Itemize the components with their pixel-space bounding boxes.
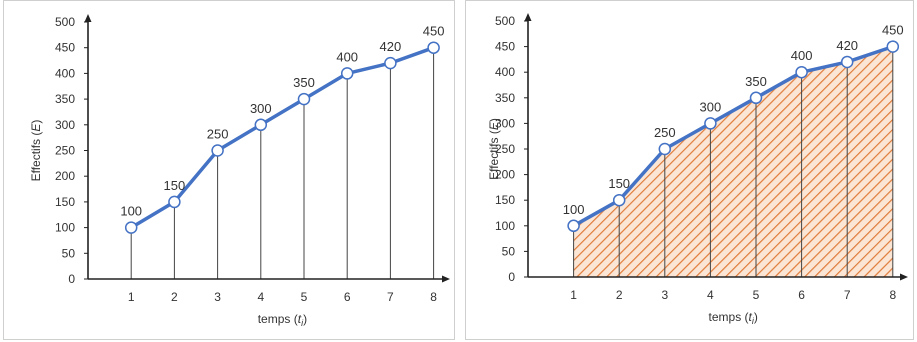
shaded-area	[573, 46, 893, 277]
line-chart: 0 50 100 150 200 250 300 350 400 450 500 1 2 3 4 5 6 7 8 10…	[29, 14, 450, 328]
y-tick-label: 50	[502, 244, 516, 258]
x-tick-label: 6	[344, 290, 351, 304]
y-tick-label: 300	[495, 116, 515, 130]
y-tick-label: 500	[495, 14, 515, 28]
x-axis-title: temps (ti)	[709, 310, 758, 326]
x-axis-title-close: )	[303, 312, 307, 326]
data-point	[427, 41, 440, 54]
data-point	[840, 55, 854, 69]
series-line	[130, 46, 435, 230]
data-label: 350	[293, 75, 315, 90]
data-label: 450	[882, 23, 904, 38]
y-axis-title-text: Effectifs (	[487, 130, 501, 180]
data-point	[886, 40, 900, 53]
x-axis-arrow	[900, 273, 908, 281]
y-axis-arrow	[84, 14, 92, 22]
x-tick-label: 7	[387, 290, 394, 304]
data-point	[254, 118, 268, 132]
data-label: 420	[836, 38, 858, 53]
y-tick-label: 500	[55, 15, 75, 29]
x-tick-label: 5	[753, 288, 760, 302]
data-label: 100	[563, 202, 585, 217]
x-tick-label: 3	[214, 290, 221, 304]
y-tick-label: 300	[55, 118, 75, 132]
data-point	[124, 221, 138, 234]
y-tick-label: 150	[55, 195, 75, 209]
x-axis-title-variable: t	[298, 312, 302, 326]
y-tick-label: 100	[495, 219, 515, 233]
x-axis-title-close: )	[754, 310, 758, 324]
data-label: 150	[608, 176, 630, 191]
x-tick-label: 8	[430, 290, 437, 304]
x-tick-label: 1	[570, 288, 577, 302]
y-axis-title: Effectifs (E)	[487, 118, 501, 180]
data-label: 150	[164, 178, 186, 193]
series-line	[572, 44, 894, 228]
y-axis-title-variable: E	[487, 121, 501, 130]
data-point	[704, 117, 717, 130]
x-axis-title-text: temps (	[258, 312, 298, 326]
data-point	[567, 219, 580, 233]
y-tick-label: 0	[508, 270, 515, 284]
y-tick-label: 200	[495, 168, 515, 182]
data-point	[795, 65, 808, 79]
data-label: 400	[336, 49, 358, 64]
x-tick-label: 3	[661, 288, 668, 302]
data-point	[612, 193, 626, 207]
y-tick-label: 400	[55, 66, 75, 80]
x-tick-label: 2	[616, 288, 623, 302]
y-tick-label: 350	[55, 92, 75, 106]
y-axis-title: Effectifs (E)	[29, 120, 43, 182]
data-point	[340, 67, 354, 80]
data-label: 250	[207, 127, 229, 142]
y-tick-label: 0	[68, 272, 75, 286]
data-point	[168, 195, 181, 209]
x-tick-label: 2	[171, 290, 178, 304]
y-tick-label: 400	[495, 65, 515, 79]
y-axis-title-close: )	[487, 118, 501, 122]
data-label: 400	[791, 48, 813, 63]
data-point	[211, 144, 224, 157]
x-tick-label: 5	[301, 290, 308, 304]
data-label: 300	[250, 101, 272, 116]
y-axis-title-close: )	[29, 120, 43, 124]
x-axis-arrow	[442, 275, 450, 283]
y-axis-arrow	[524, 13, 532, 21]
chart-panel-left: 0 50 100 150 200 250 300 350 400 450 500 1 2 3 4 5 6 7 8 10…	[3, 0, 455, 340]
data-label: 350	[745, 74, 767, 89]
chart-panel-right: 0 50 100 150 200 250 300 350 400 450 500 1 2 3 4 5 6 7 8 10…	[465, 0, 914, 340]
x-axis-title-text: temps (	[709, 310, 749, 324]
x-axis-title-variable: t	[749, 310, 753, 324]
x-axis-title: temps (ti)	[258, 312, 307, 328]
data-point	[658, 142, 672, 156]
y-tick-label: 100	[55, 221, 75, 235]
x-tick-label: 4	[707, 288, 714, 302]
y-tick-label: 150	[495, 193, 515, 207]
y-tick-label: 450	[495, 40, 515, 54]
data-label: 450	[423, 24, 445, 39]
x-tick-label: 7	[844, 288, 851, 302]
y-axis-title-text: Effectifs (	[29, 132, 43, 182]
y-tick-label: 50	[62, 246, 76, 260]
y-tick-label: 250	[495, 142, 515, 156]
x-tick-label: 4	[257, 290, 264, 304]
x-axis-title-subscript: i	[752, 316, 755, 326]
y-tick-label: 350	[495, 91, 515, 105]
data-label: 100	[120, 204, 142, 219]
y-tick-label: 450	[55, 41, 75, 55]
x-tick-label: 6	[798, 288, 805, 302]
x-tick-label: 1	[128, 290, 135, 304]
data-label: 250	[654, 125, 676, 140]
data-point	[384, 56, 397, 70]
data-label: 420	[380, 39, 402, 54]
y-tick-label: 250	[55, 144, 75, 158]
x-axis-title-subscript: i	[301, 318, 304, 328]
data-point	[749, 91, 763, 105]
y-tick-label: 200	[55, 169, 75, 183]
y-axis-title-variable: E	[29, 123, 43, 132]
data-label: 300	[700, 99, 722, 114]
data-point	[297, 92, 311, 106]
x-tick-label: 8	[889, 288, 896, 302]
area-chart: 0 50 100 150 200 250 300 350 400 450 500 1 2 3 4 5 6 7 8 10…	[487, 13, 908, 326]
